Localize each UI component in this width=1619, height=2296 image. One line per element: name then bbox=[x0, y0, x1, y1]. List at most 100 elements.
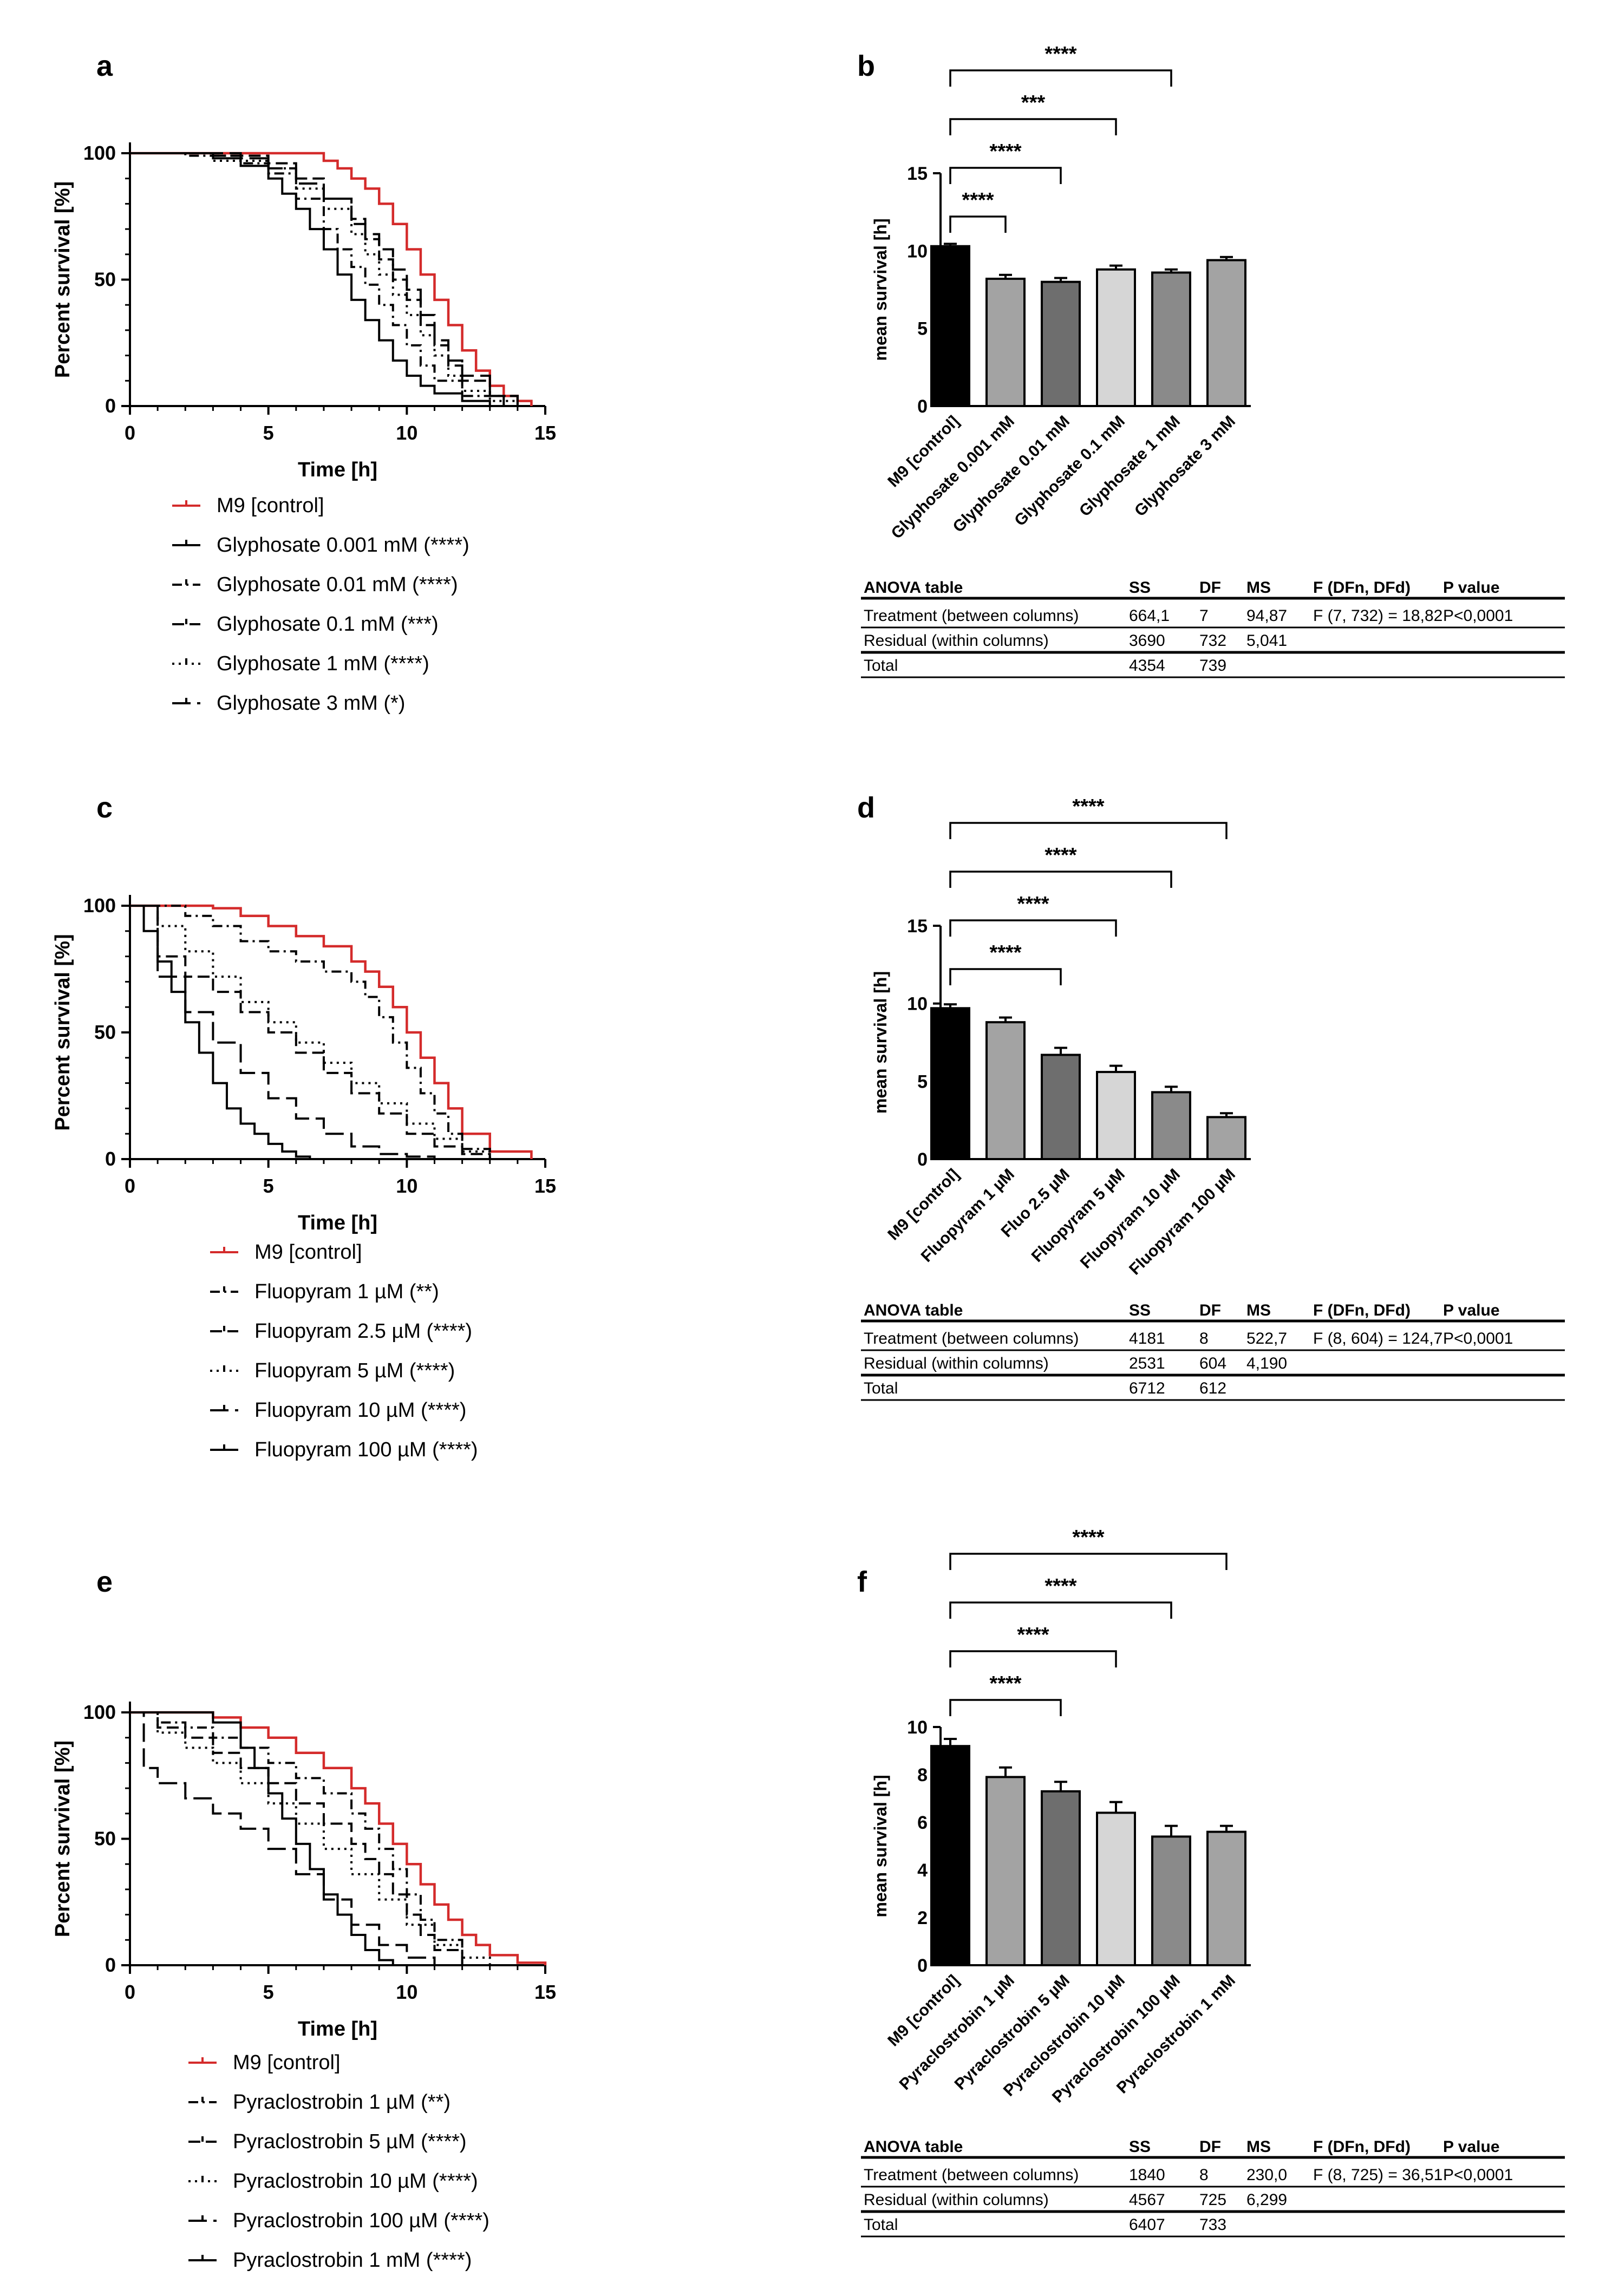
anova-header: MS bbox=[1246, 1301, 1271, 1319]
anova-header: DF bbox=[1199, 1301, 1221, 1319]
anova-cell: 94,87 bbox=[1246, 607, 1287, 625]
y-tick-label: 0 bbox=[917, 396, 928, 417]
anova-cell: 8 bbox=[1199, 1330, 1209, 1347]
significance-bracket-2 bbox=[949, 118, 1117, 135]
anova-header: ANOVA table bbox=[864, 579, 963, 597]
bar-2 bbox=[1041, 1054, 1081, 1161]
anova-cell: 732 bbox=[1199, 632, 1226, 650]
significance-label-3: **** bbox=[1044, 43, 1076, 66]
anova-header: ANOVA table bbox=[864, 2138, 963, 2156]
anova-cell: Treatment (between columns) bbox=[864, 1330, 1079, 1347]
panel-letter-d: d bbox=[857, 792, 875, 824]
anova-cell: Treatment (between columns) bbox=[864, 607, 1079, 625]
anova-cell: 3690 bbox=[1129, 632, 1165, 650]
y-tick-label: 6 bbox=[917, 1813, 928, 1833]
category-label-5: Glyphosate 3 mM bbox=[1131, 413, 1239, 520]
anova-cell: 739 bbox=[1199, 657, 1226, 675]
anova-cell: F (8, 725) = 36,51 bbox=[1313, 2166, 1442, 2184]
y-tick-label: 50 bbox=[94, 1828, 116, 1850]
significance-bracket-2 bbox=[949, 1601, 1172, 1619]
y-tick-label: 5 bbox=[917, 319, 928, 339]
significance-bracket-1 bbox=[949, 1650, 1117, 1667]
y-tick-label: 8 bbox=[917, 1765, 928, 1785]
anova-cell: Total bbox=[864, 2216, 898, 2234]
series-line-5 bbox=[130, 905, 311, 1159]
x-tick-label: 10 bbox=[396, 422, 417, 444]
series-line-2 bbox=[130, 1711, 463, 1965]
legend-label-0: M9 [control] bbox=[254, 1241, 362, 1264]
anova-cell: 230,0 bbox=[1246, 2166, 1287, 2184]
x-axis-label: Time [h] bbox=[298, 1212, 377, 1234]
x-tick-label: 15 bbox=[534, 422, 556, 444]
y-tick-label: 15 bbox=[907, 916, 928, 937]
y-axis-label: mean survival [h] bbox=[871, 1775, 890, 1917]
significance-label-2: *** bbox=[1021, 91, 1046, 114]
legend-label-5: Pyraclostrobin 1 mM (****) bbox=[233, 2249, 472, 2272]
y-tick-label: 50 bbox=[94, 269, 116, 291]
significance-bracket-1 bbox=[949, 919, 1117, 937]
category-label-1: Fluopyram 1 µM bbox=[918, 1166, 1018, 1266]
significance-label-3: **** bbox=[1072, 1526, 1104, 1549]
significance-bracket-3 bbox=[949, 822, 1228, 839]
anova-header: SS bbox=[1129, 1301, 1151, 1319]
bar-4 bbox=[1151, 1835, 1191, 1966]
x-tick-label: 15 bbox=[534, 1981, 556, 2003]
y-tick-label: 100 bbox=[83, 1701, 116, 1723]
panel-letter-a: a bbox=[96, 50, 113, 82]
anova-cell: P<0,0001 bbox=[1443, 1330, 1513, 1347]
anova-header: MS bbox=[1246, 2138, 1271, 2156]
significance-label-0: **** bbox=[989, 941, 1021, 964]
anova-header: P value bbox=[1443, 1301, 1500, 1319]
y-tick-label: 15 bbox=[907, 163, 928, 184]
series-line-1 bbox=[130, 152, 491, 406]
significance-label-0: **** bbox=[962, 189, 994, 212]
anova-cell: 7 bbox=[1199, 607, 1209, 625]
bar-4 bbox=[1151, 1091, 1191, 1160]
series-line-0 bbox=[130, 1711, 547, 1965]
x-axis-label: Time [h] bbox=[298, 2018, 377, 2040]
y-tick-label: 5 bbox=[917, 1071, 928, 1092]
anova-cell: 1840 bbox=[1129, 2166, 1165, 2184]
anova-cell: 8 bbox=[1199, 2166, 1209, 2184]
y-axis-label: Percent survival [%] bbox=[51, 934, 74, 1130]
significance-label-1: **** bbox=[1017, 1624, 1049, 1646]
legend-label-4: Pyraclostrobin 100 µM (****) bbox=[233, 2209, 489, 2232]
anova-header: P value bbox=[1443, 2138, 1500, 2156]
legend-label-4: Glyphosate 1 mM (****) bbox=[217, 652, 429, 675]
significance-label-3: **** bbox=[1072, 795, 1104, 818]
y-tick-label: 100 bbox=[83, 142, 116, 164]
anova-header: SS bbox=[1129, 2138, 1151, 2156]
legend-label-4: Fluopyram 10 µM (****) bbox=[254, 1399, 466, 1422]
significance-label-1: **** bbox=[989, 140, 1021, 163]
legend-label-0: M9 [control] bbox=[217, 494, 324, 517]
panel-letter-c: c bbox=[96, 792, 113, 824]
x-tick-label: 5 bbox=[263, 1175, 274, 1197]
anova-cell: Total bbox=[864, 1379, 898, 1397]
x-tick-label: 5 bbox=[263, 422, 274, 444]
anova-cell: 5,041 bbox=[1246, 632, 1287, 650]
bar-1 bbox=[985, 1776, 1026, 1966]
x-axis-label: Time [h] bbox=[298, 459, 377, 481]
bar-0 bbox=[930, 1745, 970, 1966]
anova-cell: 4,190 bbox=[1246, 1355, 1287, 1372]
series-line-4 bbox=[130, 152, 519, 406]
y-tick-label: 10 bbox=[907, 241, 928, 261]
x-tick-label: 10 bbox=[396, 1981, 417, 2003]
anova-header: F (DFn, DFd) bbox=[1313, 2138, 1411, 2156]
anova-cell: 604 bbox=[1199, 1355, 1226, 1372]
anova-cell: 2531 bbox=[1129, 1355, 1165, 1372]
legend-label-2: Glyphosate 0.01 mM (****) bbox=[217, 573, 458, 596]
x-tick-label: 5 bbox=[263, 1981, 274, 2003]
anova-cell: Residual (within columns) bbox=[864, 632, 1049, 650]
y-axis-label: Percent survival [%] bbox=[51, 1741, 74, 1937]
bar-3 bbox=[1096, 268, 1136, 407]
series-line-3 bbox=[130, 152, 519, 406]
y-axis-label: mean survival [h] bbox=[871, 971, 890, 1114]
category-label-4: Glyphosate 1 mM bbox=[1076, 413, 1184, 520]
x-tick-label: 15 bbox=[534, 1175, 556, 1197]
chart-e: 0 5 10 15 0 50 100 Time [h] Percent survival [%]… bbox=[51, 1701, 556, 2272]
y-tick-label: 10 bbox=[907, 994, 928, 1015]
anova-cell: Total bbox=[864, 657, 898, 675]
